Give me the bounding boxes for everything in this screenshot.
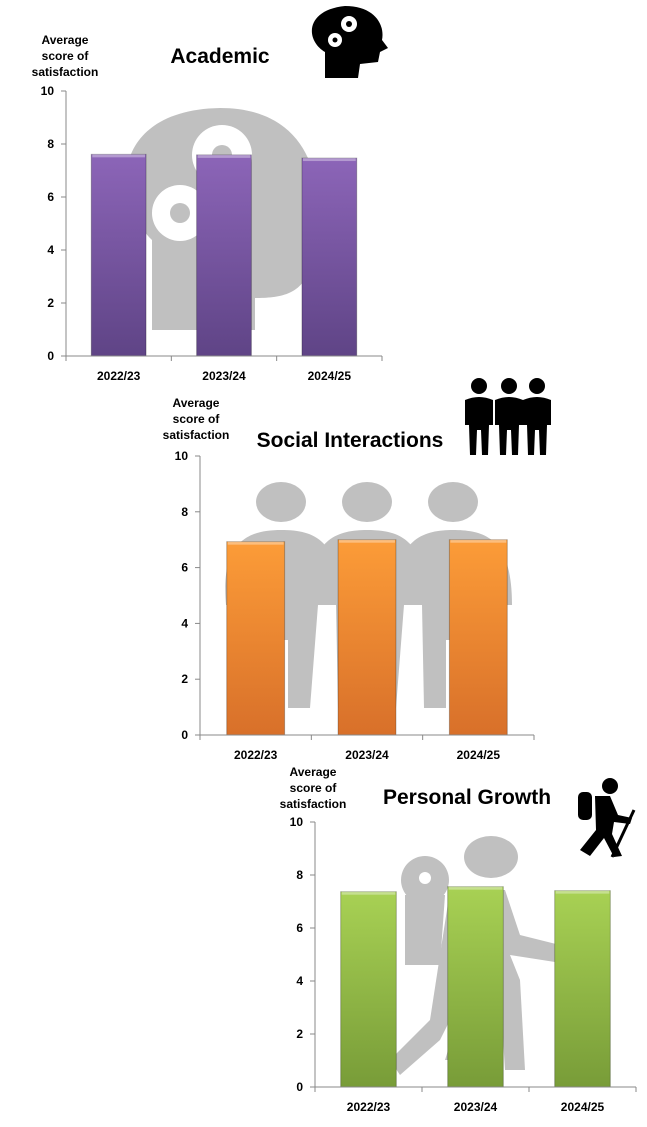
bar-2023/24 xyxy=(337,539,397,736)
bar-2023/24 xyxy=(447,886,504,1088)
y-tick-label: 8 xyxy=(296,868,303,882)
y-tick-label: 6 xyxy=(181,561,188,575)
bar-2024/25 xyxy=(301,157,358,357)
bar-highlight xyxy=(450,539,507,543)
y-tick-label: 2 xyxy=(47,296,54,310)
y-tick-label: 6 xyxy=(296,921,303,935)
y-tick-label: 8 xyxy=(181,505,188,519)
bar-2022/23 xyxy=(90,153,147,357)
bar-2022/23 xyxy=(340,891,397,1088)
y-tick-label: 10 xyxy=(175,449,189,463)
hiker-icon xyxy=(578,778,636,858)
chart-1: 2022/23 2023/24 2024/25 0 2 4 6 8 10 Academic Aver… xyxy=(32,33,383,383)
chart-title: Social Interactions xyxy=(257,429,444,452)
y-axis-label: Average score of satisfaction xyxy=(163,396,230,442)
three-people-icon xyxy=(465,378,551,455)
bar-highlight xyxy=(197,154,251,158)
y-tick-label: 0 xyxy=(296,1080,303,1094)
x-tick-label: 2024/25 xyxy=(308,369,352,383)
bar-highlight xyxy=(448,886,503,890)
x-tick-label: 2022/23 xyxy=(234,748,278,762)
y-tick-label: 4 xyxy=(47,243,54,257)
y-tick-label: 10 xyxy=(41,84,55,98)
y-tick-label: 2 xyxy=(181,672,188,686)
chart-3: 2022/23 2023/24 2024/25 0 2 4 6 8 10 Personal Gro… xyxy=(280,765,637,1114)
y-tick-label: 4 xyxy=(181,616,188,630)
bar-2022/23 xyxy=(226,541,286,736)
y-tick-label: 0 xyxy=(181,728,188,742)
bar-2024/25 xyxy=(554,890,611,1088)
bar-highlight xyxy=(302,158,356,162)
y-axis-label: Average score of satisfaction xyxy=(280,765,347,811)
y-tick-label: 2 xyxy=(296,1027,303,1041)
bar-2024/25 xyxy=(448,539,508,736)
x-tick-label: 2023/24 xyxy=(454,1100,498,1114)
chart-2: 2022/23 2023/24 2024/25 0 2 4 6 8 10 Social Inter… xyxy=(163,396,535,762)
chart-title: Academic xyxy=(170,45,270,68)
head-with-gears-icon xyxy=(311,6,388,78)
bar-highlight xyxy=(339,539,395,543)
y-tick-label: 4 xyxy=(296,974,303,988)
y-tick-label: 10 xyxy=(290,815,304,829)
x-tick-label: 2022/23 xyxy=(347,1100,391,1114)
y-tick-label: 0 xyxy=(47,349,54,363)
bar-highlight xyxy=(555,890,610,894)
bar-2023/24 xyxy=(196,154,252,357)
x-tick-label: 2022/23 xyxy=(97,369,141,383)
y-tick-label: 6 xyxy=(47,190,54,204)
bar-highlight xyxy=(227,541,284,545)
bar-highlight xyxy=(92,154,146,158)
x-tick-label: 2024/25 xyxy=(457,748,501,762)
x-tick-label: 2024/25 xyxy=(561,1100,605,1114)
chart-title: Personal Growth xyxy=(383,786,551,809)
y-axis-label: Average score of satisfaction xyxy=(32,33,99,79)
x-tick-label: 2023/24 xyxy=(202,369,246,383)
x-tick-label: 2023/24 xyxy=(345,748,389,762)
bar-highlight xyxy=(341,891,396,895)
y-tick-label: 8 xyxy=(47,137,54,151)
